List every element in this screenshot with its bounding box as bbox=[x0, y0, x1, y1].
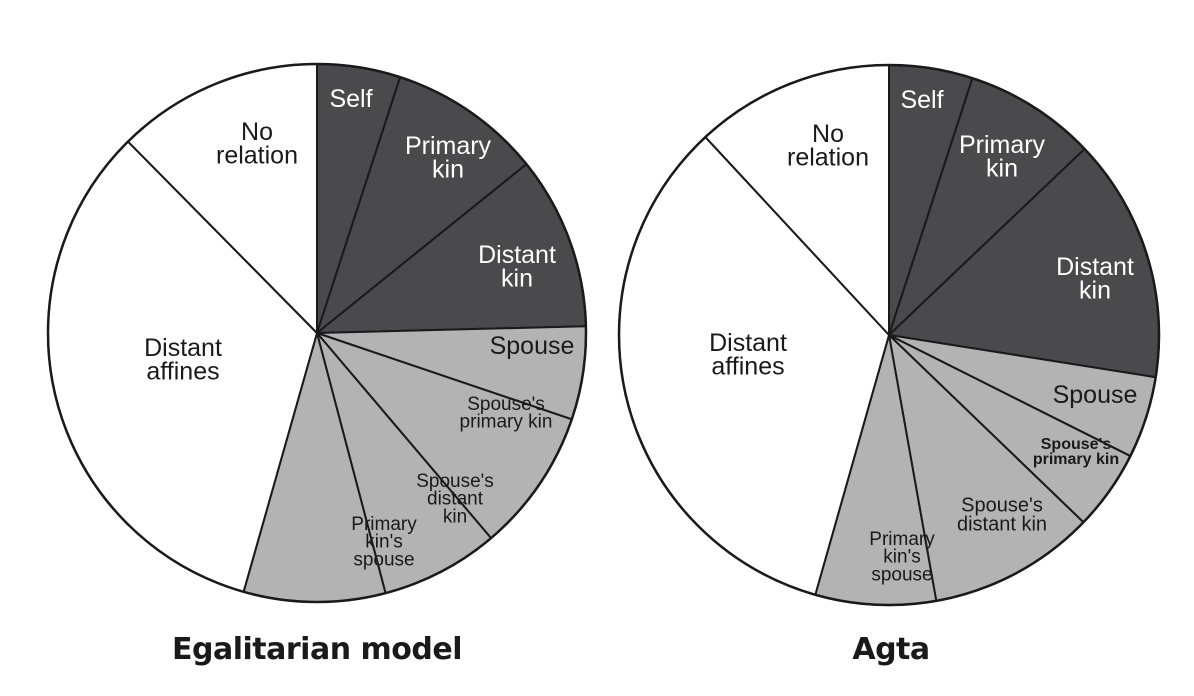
egalitarian-model-title: Egalitarian model bbox=[172, 632, 462, 667]
egalitarian-model-pie: Self Primary kin Distant kin Spouse Spouse's pr… bbox=[46, 62, 588, 604]
egalitarian-label-distant-affines: Distant affines bbox=[144, 334, 222, 385]
agta-label-spouse-s-primary-kin: Spouse's primary kin bbox=[1033, 436, 1119, 468]
agta-pie: Self Primary kin Distant kin Spouse Spouse's pr… bbox=[617, 63, 1161, 607]
egalitarian-label-spouse: Spouse bbox=[490, 332, 575, 360]
agta-pie-outline bbox=[617, 63, 1161, 607]
agta-label-self: Self bbox=[900, 86, 943, 114]
agta-label-primary-kin-s-spouse: Primary kin's spouse bbox=[869, 529, 935, 585]
egalitarian-label-distant-kin: Distant kin bbox=[478, 241, 556, 292]
egalitarian-label-primary-kin-s-spouse: Primary kin's spouse bbox=[351, 514, 417, 570]
agta-title: Agta bbox=[852, 632, 930, 667]
egalitarian-label-self: Self bbox=[329, 85, 372, 113]
agta-label-primary-kin: Primary kin bbox=[959, 131, 1046, 182]
egalitarian-label-spouse-s-primary-kin: Spouse's primary kin bbox=[460, 394, 553, 433]
agta-label-spouse-s-distant-kin: Spouse's distant kin bbox=[957, 495, 1047, 536]
agta-label-distant-affines: Distant affines bbox=[709, 329, 787, 380]
agta-label-spouse: Spouse bbox=[1053, 381, 1138, 409]
agta-label-distant-kin: Distant kin bbox=[1056, 253, 1134, 304]
egalitarian-label-no-relation: No relation bbox=[216, 118, 298, 169]
egalitarian-label-primary-kin: Primary kin bbox=[405, 132, 492, 183]
egalitarian-pie-outline bbox=[46, 62, 588, 604]
egalitarian-label-spouse-s-distant-kin: Spouse's distant kin bbox=[416, 471, 494, 527]
agta-label-no-relation: No relation bbox=[787, 120, 869, 171]
